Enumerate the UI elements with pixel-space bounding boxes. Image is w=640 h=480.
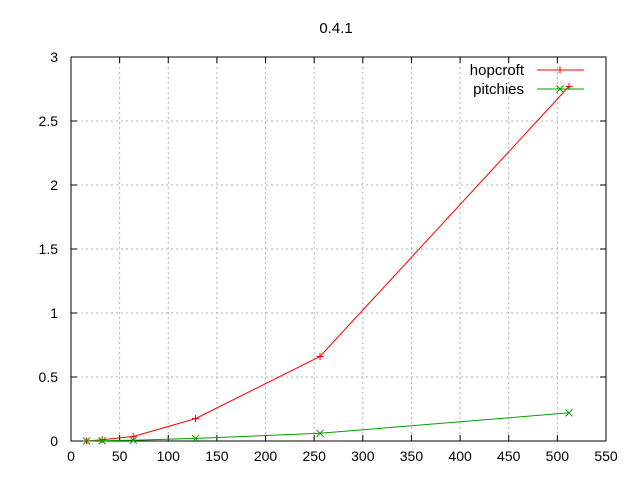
x-tick-label: 200	[254, 448, 278, 464]
data-point-pitchies	[191, 434, 200, 443]
data-point-pitchies	[565, 408, 573, 417]
y-tick-label: 0	[50, 433, 58, 449]
axes: 0 50 100 150 200 250 300 350 400 450 500 550 0 0.5 1 1.…	[39, 49, 618, 464]
x-tick-label: 450	[497, 448, 521, 464]
data-point-pitchies	[316, 429, 324, 438]
x-tick-label: 50	[112, 448, 128, 464]
data-point-hopcroft	[316, 353, 324, 361]
x-tick-label: 400	[448, 448, 472, 464]
x-tick-label: 100	[157, 448, 181, 464]
x-tick-label: 250	[303, 448, 327, 464]
legend-label-pitchies: pitchies	[473, 81, 524, 98]
series-line-pitchies	[86, 412, 570, 442]
chart-title: 0.4.1	[319, 20, 352, 37]
x-tick-label: 500	[546, 448, 570, 464]
legend: hopcroft pitchies	[470, 62, 584, 98]
y-tick-label: 1.5	[39, 241, 59, 257]
legend-label-hopcroft: hopcroft	[470, 62, 525, 79]
x-tick-label: 0	[67, 448, 75, 464]
y-tick-label: 0.5	[39, 369, 59, 385]
x-tick-label: 300	[351, 448, 375, 464]
grid	[71, 57, 606, 441]
x-tick-label: 350	[400, 448, 424, 464]
data-point-pitchies	[98, 436, 106, 445]
y-tick-label: 2	[50, 177, 58, 193]
legend-marker-pitchies	[556, 85, 564, 93]
data-point-hopcroft	[192, 415, 200, 423]
data-point-pitchies	[82, 437, 91, 445]
legend-marker-hopcroft	[556, 66, 564, 74]
series-line-hopcroft	[86, 86, 570, 442]
x-tick-label: 150	[205, 448, 229, 464]
data-point-hopcroft	[98, 436, 106, 444]
y-tick-label: 3	[50, 49, 58, 65]
data-point-hopcroft	[129, 433, 137, 441]
series-layer	[82, 82, 573, 445]
data-point-pitchies	[129, 436, 138, 445]
y-tick-label: 1	[50, 305, 58, 321]
y-tick-label: 2.5	[39, 113, 59, 129]
x-tick-label: 550	[594, 448, 618, 464]
